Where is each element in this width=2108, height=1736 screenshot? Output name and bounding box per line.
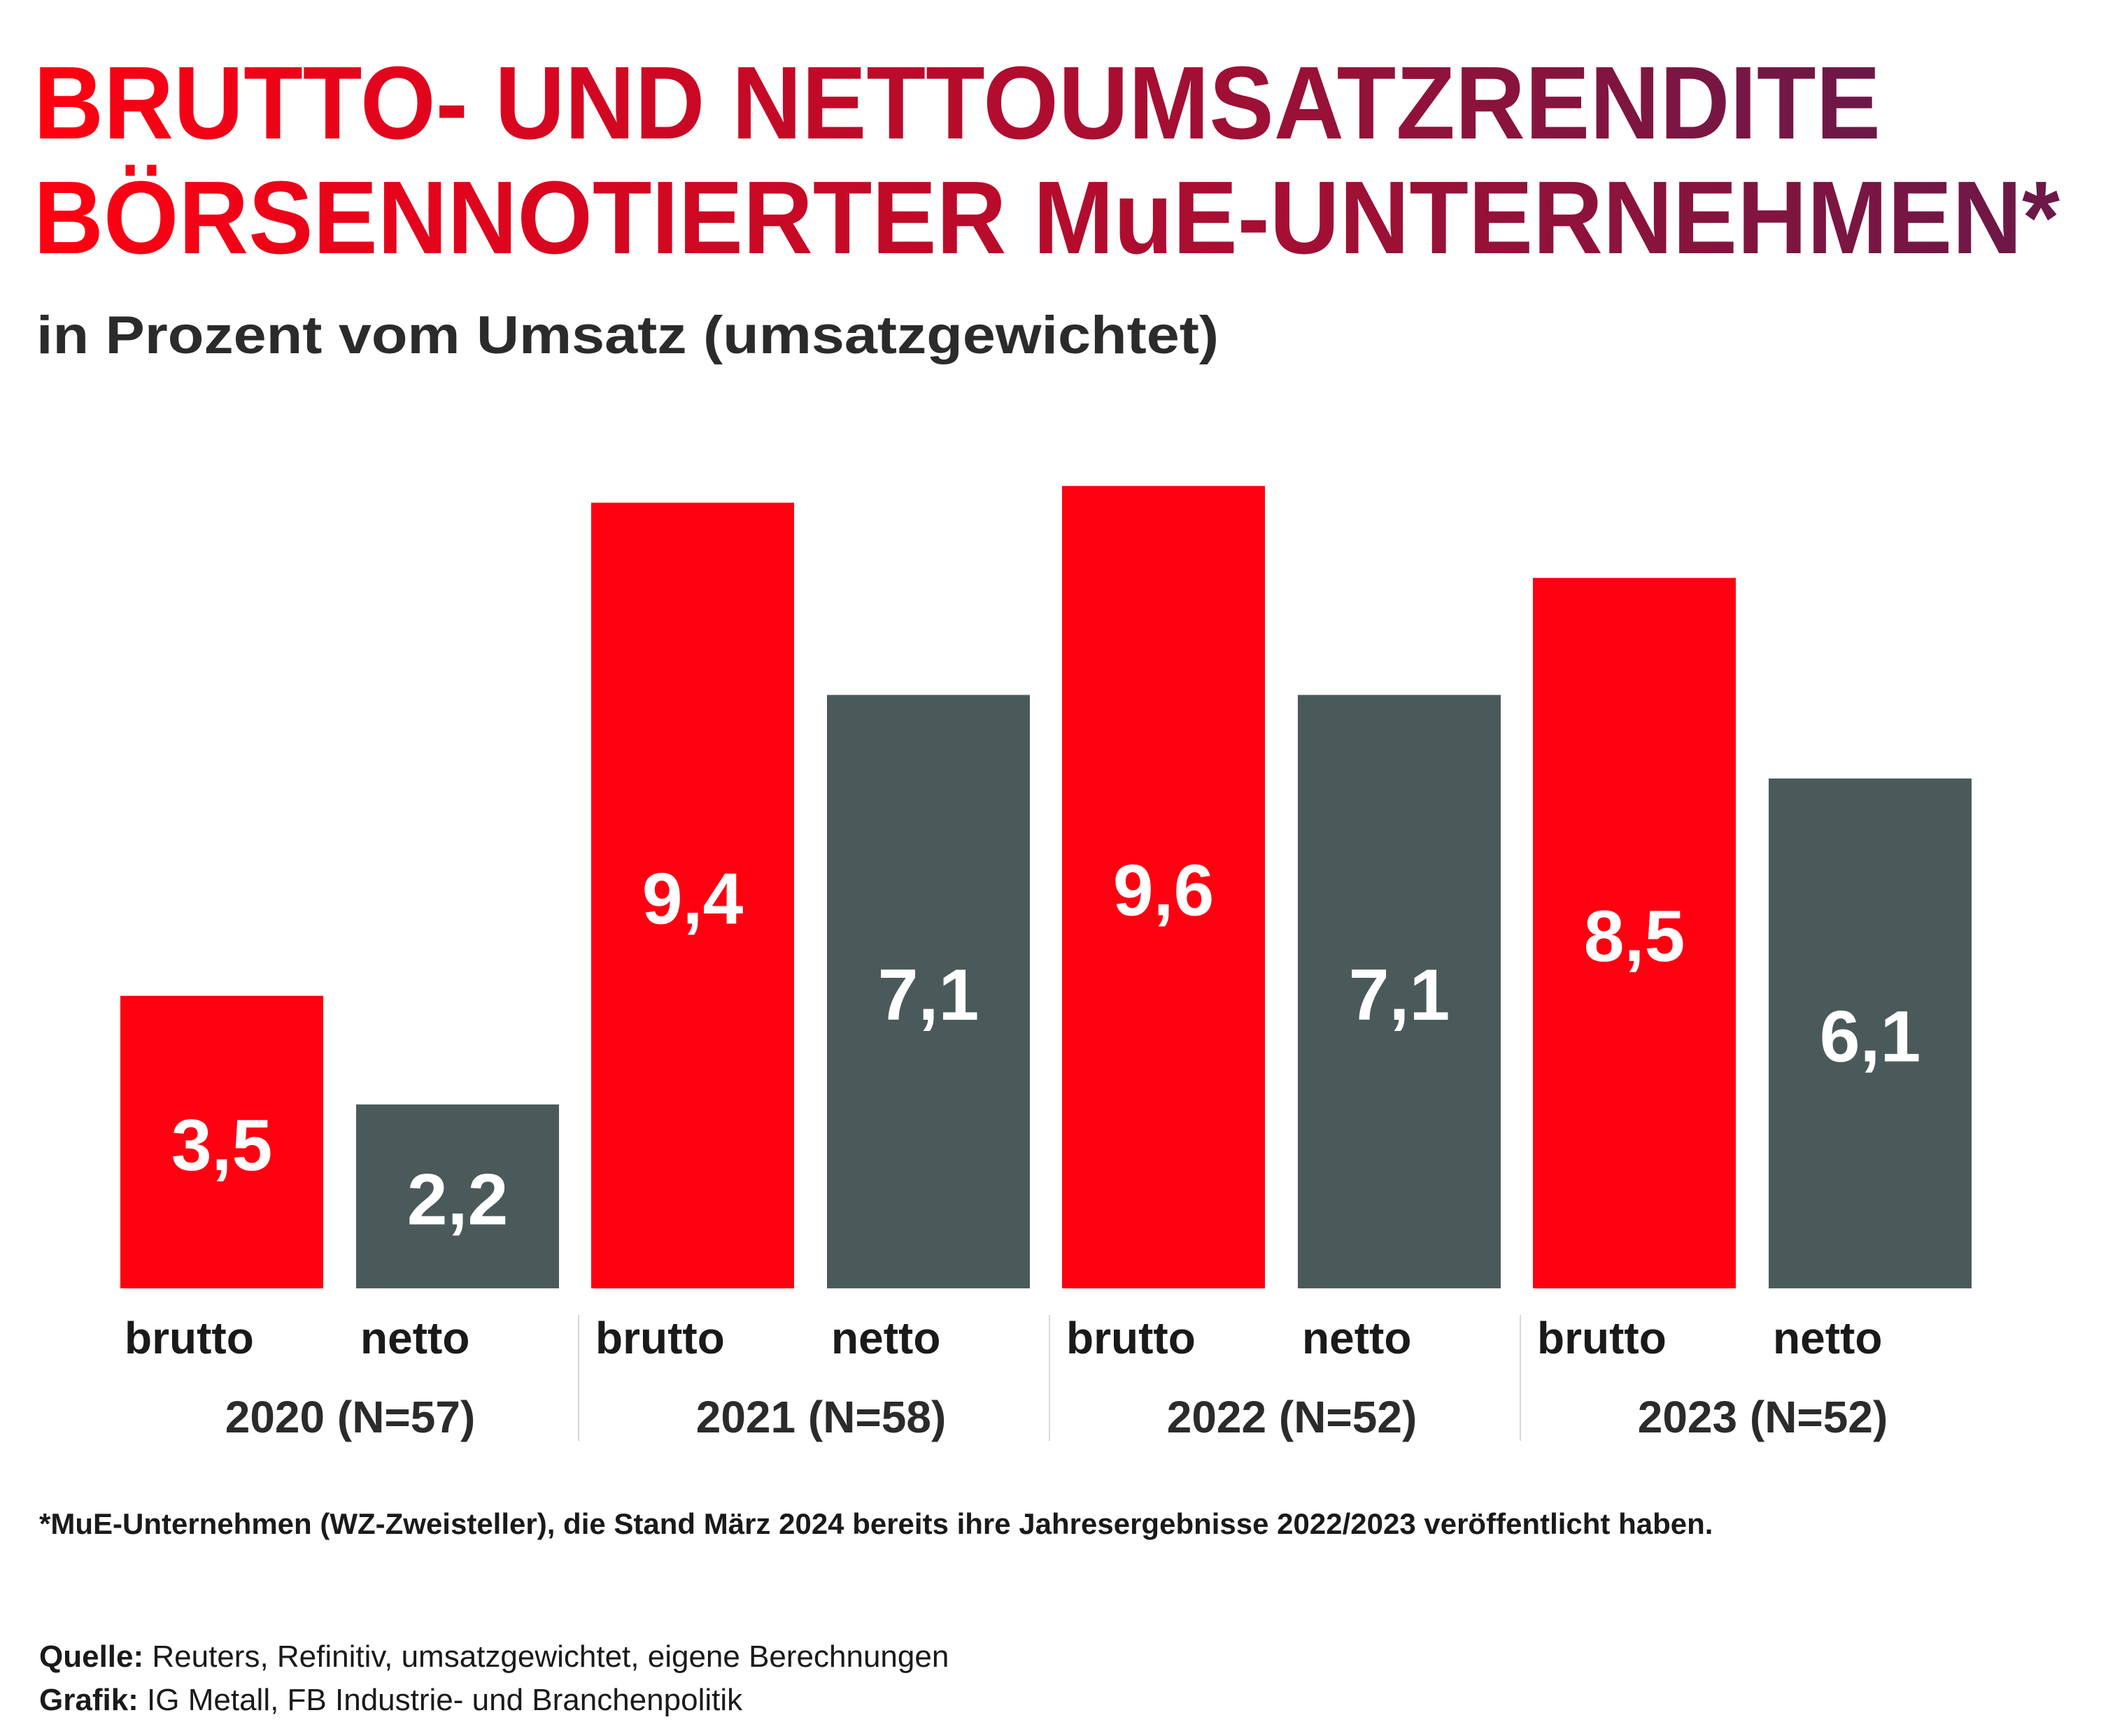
year-label: 2023 (N=52) [1638,1392,1888,1442]
chart-subtitle: in Prozent vom Umsatz (umsatzgewichtet) [36,306,1219,365]
source-text: Reuters, Refinitiv, umsatzgewichtet, eig… [143,1639,949,1674]
series-label-netto: netto [831,1313,940,1363]
year-label: 2022 (N=52) [1167,1392,1417,1442]
bar-value-label: 9,6 [1113,850,1215,931]
footnote: *MuE-Unternehmen (WZ-Zweisteller), die S… [39,1507,1713,1540]
credit-line: Grafik: IG Metall, FB Industrie- und Bra… [39,1679,2054,1722]
bar-value-labels: 3,5 2,2 9,4 7,1 9,6 7,1 8,5 6,1 [171,850,1921,1240]
bar-value-label: 9,4 [642,858,744,939]
chart-title-line-2: BÖRSENNOTIERTER MuE-UNTERNEHMEN* [34,160,2060,276]
bar-netto-1 [827,695,1030,1288]
series-label-netto: netto [1773,1313,1882,1363]
series-label-brutto: brutto [125,1313,254,1363]
bar-netto-3 [1769,778,1972,1288]
bar-netto-0 [356,1104,559,1288]
bar-brutto-3 [1533,578,1736,1288]
credit-label: Grafik: [39,1683,139,1717]
series-label-netto: netto [360,1313,469,1363]
bar-value-label: 8,5 [1584,896,1685,977]
source-line: Quelle: Reuters, Refinitiv, umsatzgewich… [39,1635,2054,1679]
bar-brutto-1 [591,502,794,1289]
bar-value-label: 7,1 [878,955,979,1036]
series-label-brutto: brutto [1537,1313,1667,1363]
chart-title-line-1: BRUTTO- UND NETTOUMSATZRENDITE [34,45,1881,161]
series-label-brutto: brutto [1066,1313,1196,1363]
bar-value-label: 6,1 [1820,997,1921,1078]
source-label: Quelle: [39,1639,144,1674]
series-label-netto: netto [1302,1313,1411,1363]
bar-value-label: 2,2 [407,1160,509,1241]
group-dividers [578,1315,1521,1441]
series-label-brutto: brutto [595,1313,725,1363]
credit-text: IG Metall, FB Industrie- und Branchenpol… [138,1683,743,1717]
bars-layer [120,485,1972,1289]
bar-netto-2 [1298,695,1501,1288]
year-label: 2020 (N=57) [225,1392,476,1442]
series-labels: brutto netto brutto netto brutto netto brutto n… [125,1313,1882,1363]
year-label: 2021 (N=58) [696,1392,947,1442]
bar-brutto-0 [120,995,323,1288]
source-block: Quelle: Reuters, Refinitiv, umsatzgewich… [39,1635,2054,1722]
bar-value-label: 7,1 [1349,955,1450,1036]
year-labels: 2020 (N=57) 2021 (N=58) 2022 (N=52) 2023 (N… [225,1392,1888,1442]
bar-value-label: 3,5 [171,1105,273,1186]
bar-brutto-2 [1062,485,1265,1288]
